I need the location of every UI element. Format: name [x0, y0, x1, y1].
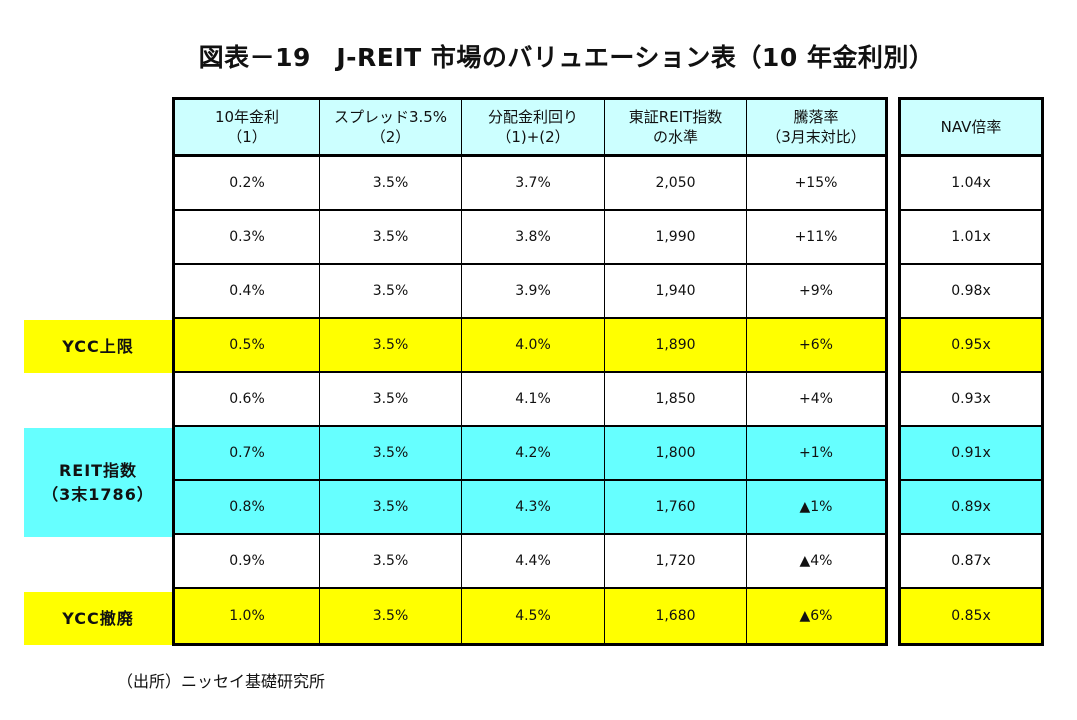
page-title: 図表－19 J-REIT 市場のバリュエーション表（10 年金利別）	[0, 38, 1077, 74]
cell-dividend-yield: 4.4%	[462, 535, 605, 589]
cell-reit-index: 1,890	[605, 319, 747, 373]
cell-nav-ratio: 1.01x	[901, 211, 1041, 265]
header-line2: （3月末対比）	[766, 128, 866, 146]
header-spread: スプレッド3.5% （2）	[320, 100, 462, 157]
cell-dividend-yield: 4.5%	[462, 589, 605, 643]
header-line1: 分配金利回り	[487, 108, 578, 126]
header-reit-index-level: 東証REIT指数 の水準	[605, 100, 747, 157]
cell-change-rate: +9%	[747, 265, 885, 319]
cell-dividend-yield: 4.2%	[462, 427, 605, 481]
header-line2: （1)+(2）	[496, 128, 570, 146]
cell-change-rate: +6%	[747, 319, 885, 373]
cell-dividend-yield: 3.7%	[462, 157, 605, 211]
cell-10y-rate: 0.6%	[175, 373, 320, 427]
cell-nav-ratio: 0.95x	[901, 319, 1041, 373]
cell-change-rate: +1%	[747, 427, 885, 481]
cell-10y-rate: 0.4%	[175, 265, 320, 319]
cell-10y-rate: 0.2%	[175, 157, 320, 211]
header-line1: 10年金利	[214, 108, 280, 126]
cell-spread: 3.5%	[320, 589, 462, 643]
cell-spread: 3.5%	[320, 535, 462, 589]
cell-reit-index: 1,800	[605, 427, 747, 481]
cell-spread: 3.5%	[320, 427, 462, 481]
header-line1: 東証REIT指数	[628, 108, 723, 126]
cell-10y-rate: 1.0%	[175, 589, 320, 643]
cell-dividend-yield: 3.8%	[462, 211, 605, 265]
cell-nav-ratio: 0.98x	[901, 265, 1041, 319]
header-nav-ratio: NAV倍率	[901, 100, 1041, 157]
cell-10y-rate: 0.5%	[175, 319, 320, 373]
cell-change-rate: ▲4%	[747, 535, 885, 589]
cell-dividend-yield: 3.9%	[462, 265, 605, 319]
cell-spread: 3.5%	[320, 481, 462, 535]
cell-dividend-yield: 4.1%	[462, 373, 605, 427]
header-line1: 騰落率	[793, 108, 839, 126]
cell-reit-index: 1,680	[605, 589, 747, 643]
cell-nav-ratio: 1.04x	[901, 157, 1041, 211]
cell-reit-index: 1,990	[605, 211, 747, 265]
cell-spread: 3.5%	[320, 157, 462, 211]
header-line2: （2）	[370, 128, 411, 146]
page-title-text: 図表－19 J-REIT 市場のバリュエーション表（10 年金利別）	[198, 43, 935, 72]
header-10y-rate: 10年金利 （1）	[175, 100, 320, 157]
side-label-reit-index-line1: REIT指数	[58, 460, 138, 480]
header-dividend-yield: 分配金利回り （1)+(2）	[462, 100, 605, 157]
cell-change-rate: +11%	[747, 211, 885, 265]
cell-10y-rate: 0.9%	[175, 535, 320, 589]
side-label-ycc-upper: YCC上限	[24, 320, 172, 373]
cell-nav-ratio: 0.87x	[901, 535, 1041, 589]
side-label-ycc-abolish-text: YCC撤廃	[62, 608, 134, 628]
header-change-rate: 騰落率 （3月末対比）	[747, 100, 885, 157]
cell-dividend-yield: 4.3%	[462, 481, 605, 535]
cell-nav-ratio: 0.91x	[901, 427, 1041, 481]
cell-nav-ratio: 0.89x	[901, 481, 1041, 535]
cell-change-rate: +15%	[747, 157, 885, 211]
cell-change-rate: ▲1%	[747, 481, 885, 535]
cell-spread: 3.5%	[320, 211, 462, 265]
cell-nav-ratio: 0.85x	[901, 589, 1041, 643]
header-nav-ratio-text: NAV倍率	[940, 118, 1002, 136]
cell-spread: 3.5%	[320, 265, 462, 319]
side-label-reit-index-line2: （3末1786）	[42, 484, 154, 504]
cell-reit-index: 1,850	[605, 373, 747, 427]
cell-nav-ratio: 0.93x	[901, 373, 1041, 427]
cell-reit-index: 1,940	[605, 265, 747, 319]
cell-reit-index: 1,760	[605, 481, 747, 535]
side-label-ycc-abolish: YCC撤廃	[24, 592, 172, 645]
cell-change-rate: +4%	[747, 373, 885, 427]
side-label-reit-index: REIT指数 （3末1786）	[24, 428, 172, 537]
header-line2: の水準	[652, 128, 698, 146]
cell-reit-index: 2,050	[605, 157, 747, 211]
source-note: （出所）ニッセイ基礎研究所	[117, 672, 326, 691]
header-line1: スプレッド3.5%	[333, 108, 448, 126]
cell-10y-rate: 0.8%	[175, 481, 320, 535]
cell-spread: 3.5%	[320, 319, 462, 373]
cell-spread: 3.5%	[320, 373, 462, 427]
cell-10y-rate: 0.7%	[175, 427, 320, 481]
cell-reit-index: 1,720	[605, 535, 747, 589]
valuation-table: 10年金利 （1） スプレッド3.5% （2） 分配金利回り （1)+(2） 東…	[172, 97, 888, 646]
nav-ratio-table: NAV倍率 1.04x 1.01x 0.98x 0.95x 0.93x 0.91x 0.89…	[898, 97, 1044, 646]
side-label-ycc-upper-text: YCC上限	[62, 336, 134, 356]
cell-10y-rate: 0.3%	[175, 211, 320, 265]
cell-change-rate: ▲6%	[747, 589, 885, 643]
header-line2: （1）	[227, 128, 267, 146]
cell-dividend-yield: 4.0%	[462, 319, 605, 373]
